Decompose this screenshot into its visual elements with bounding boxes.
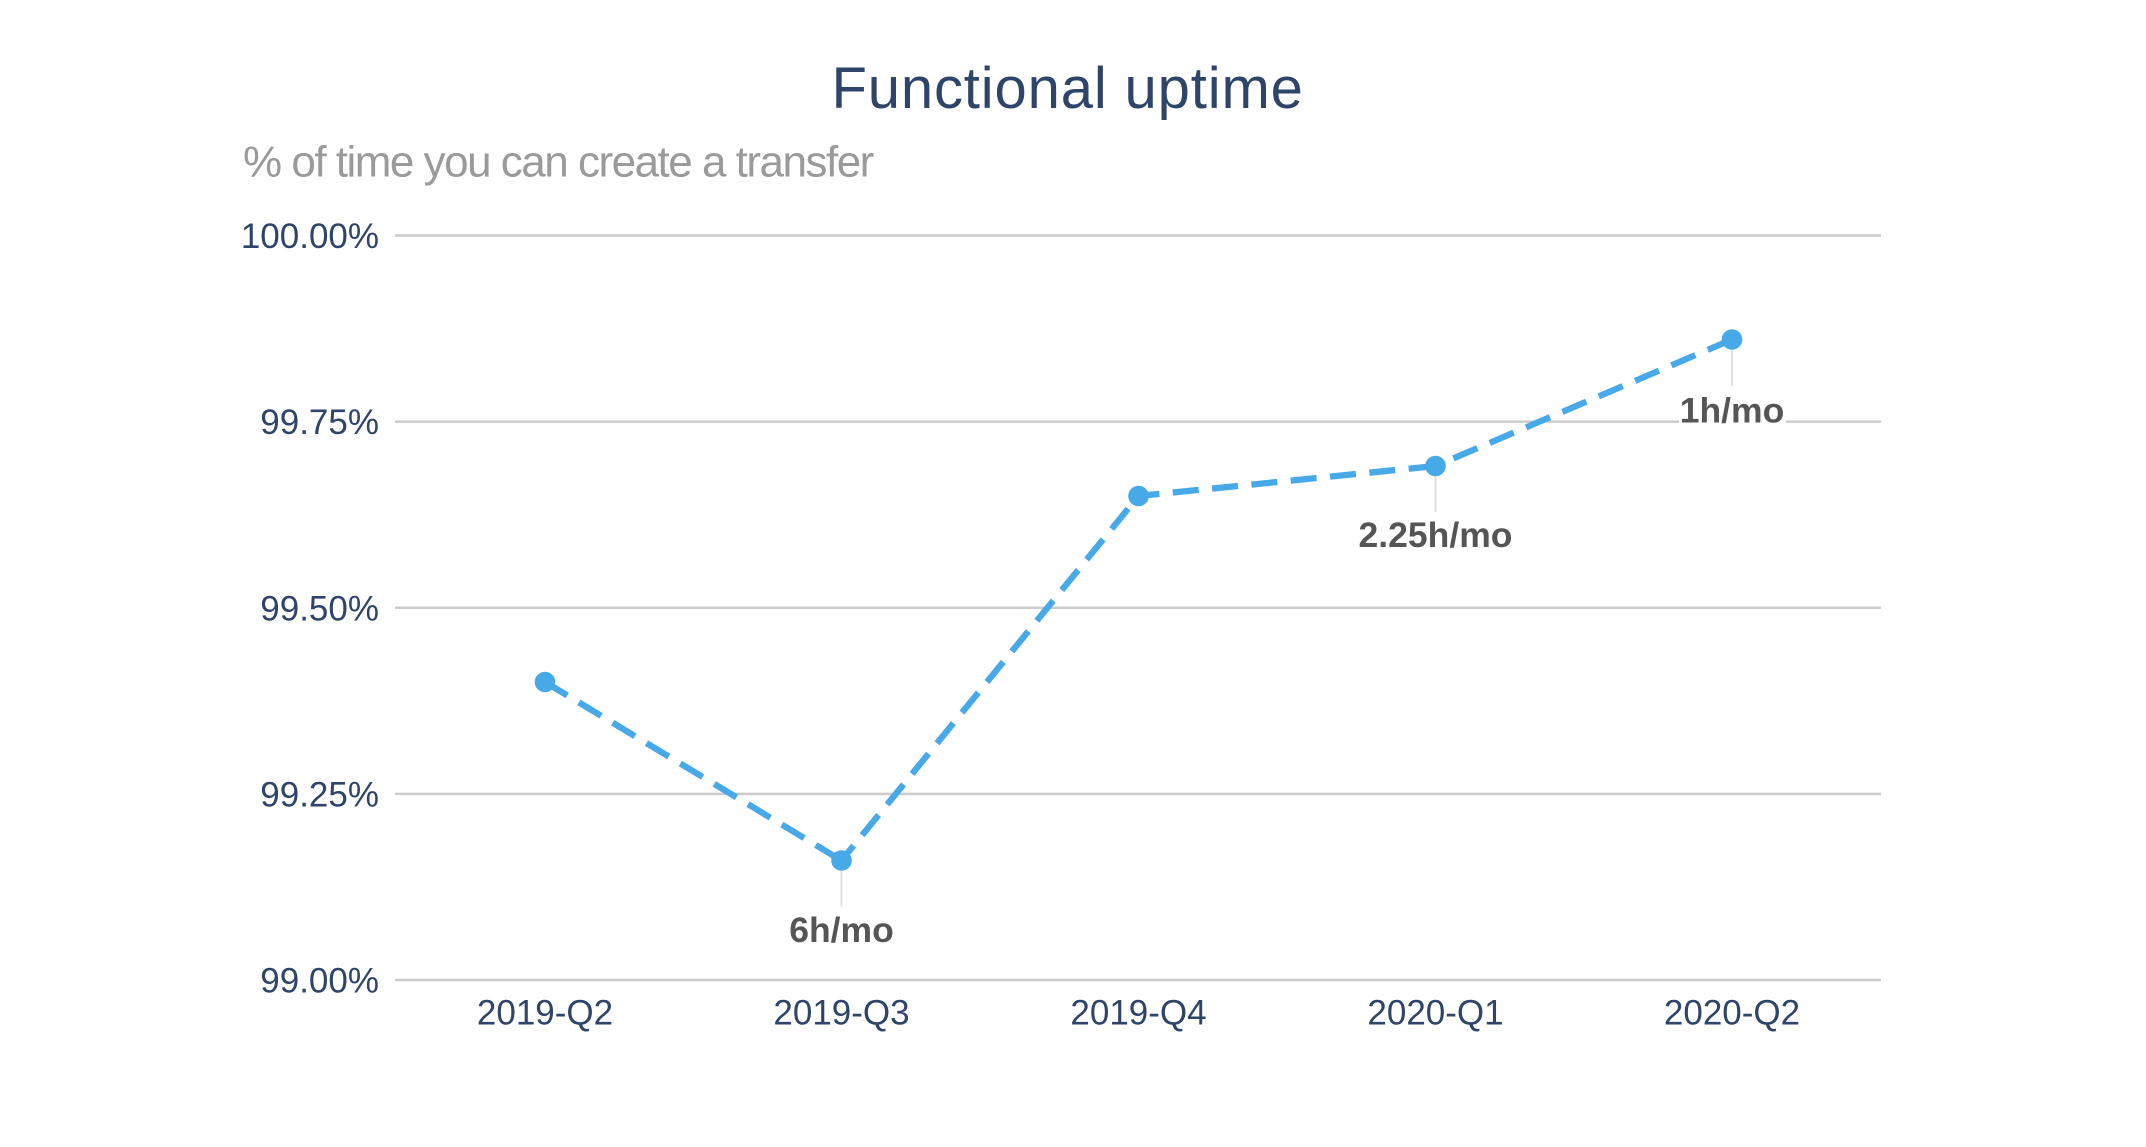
svg-text:2020-Q1: 2020-Q1 (1367, 994, 1503, 1033)
svg-text:2020-Q2: 2020-Q2 (1664, 994, 1800, 1033)
svg-text:2019-Q4: 2019-Q4 (1070, 994, 1206, 1033)
svg-text:1h/mo: 1h/mo (1680, 391, 1785, 431)
svg-text:2019-Q3: 2019-Q3 (773, 994, 909, 1033)
svg-text:100.00%: 100.00% (241, 217, 379, 256)
svg-text:99.75%: 99.75% (260, 403, 379, 442)
svg-text:99.00%: 99.00% (260, 962, 379, 1001)
svg-text:Functional uptime: Functional uptime (831, 56, 1303, 121)
svg-text:99.50%: 99.50% (260, 589, 379, 628)
svg-text:2019-Q2: 2019-Q2 (477, 994, 613, 1033)
svg-text:% of time you can create a tra: % of time you can create a transfer (243, 138, 874, 187)
svg-text:99.25%: 99.25% (260, 776, 379, 815)
svg-text:6h/mo: 6h/mo (789, 910, 894, 950)
svg-text:2.25h/mo: 2.25h/mo (1359, 515, 1513, 555)
